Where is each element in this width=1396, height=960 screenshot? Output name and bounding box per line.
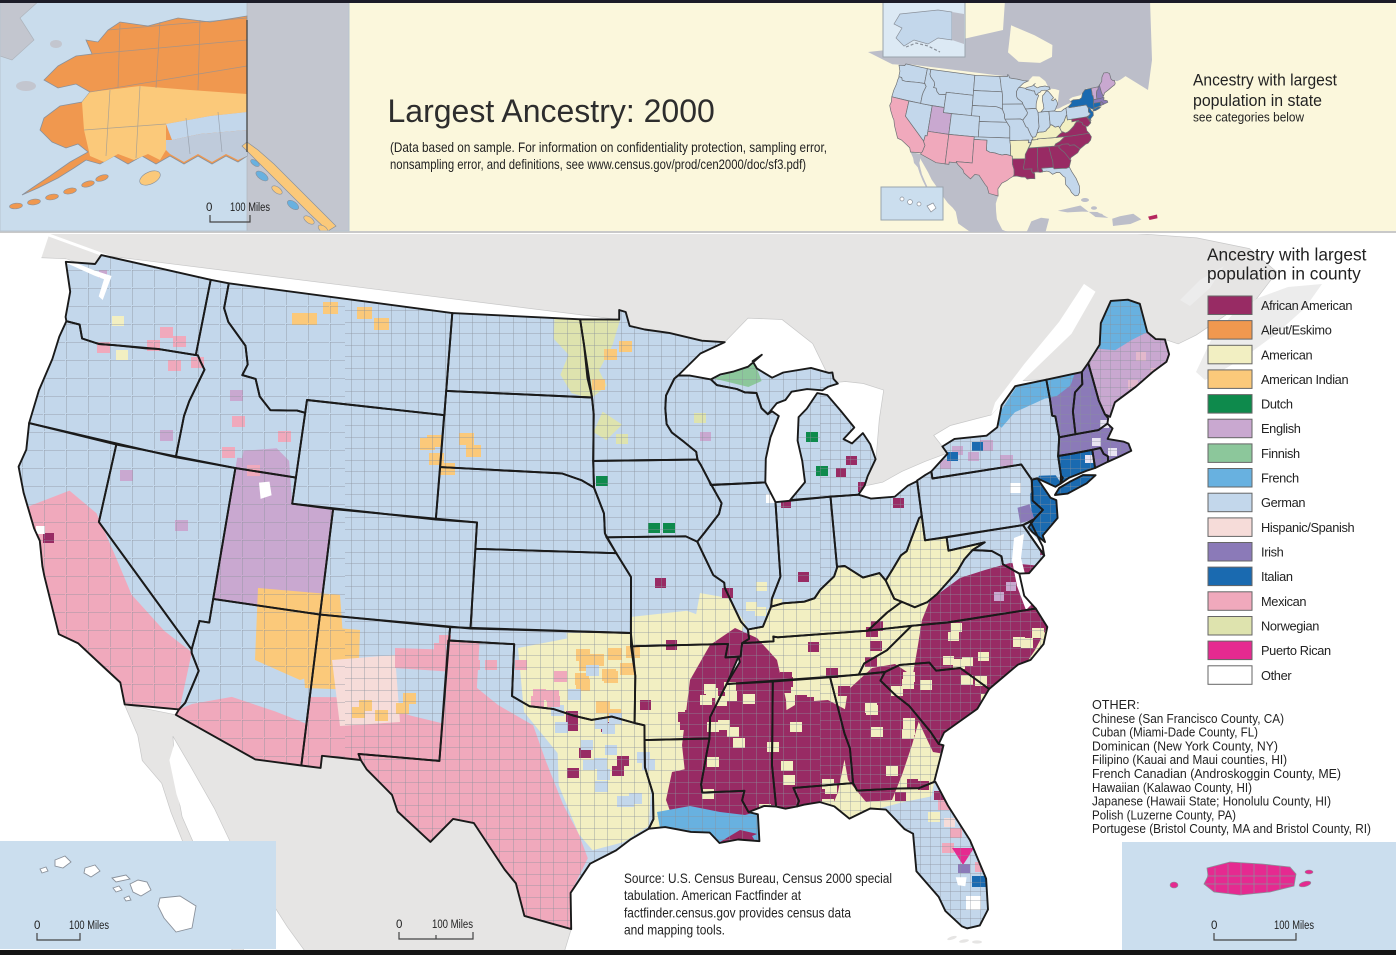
svg-text:English: English (1261, 421, 1301, 436)
svg-text:Other: Other (1261, 668, 1292, 683)
svg-text:(Data based on sample. For inf: (Data based on sample. For information o… (390, 139, 827, 155)
svg-text:0: 0 (396, 919, 402, 931)
svg-text:Hispanic/Spanish: Hispanic/Spanish (1261, 520, 1355, 535)
svg-text:German: German (1261, 495, 1305, 510)
svg-text:population in state: population in state (1193, 92, 1322, 110)
svg-text:French: French (1261, 471, 1299, 486)
svg-text:Italian: Italian (1261, 569, 1293, 584)
svg-text:0: 0 (206, 202, 212, 214)
svg-text:Finnish: Finnish (1261, 446, 1300, 461)
svg-text:100 Miles: 100 Miles (69, 920, 109, 932)
svg-text:Hawaiian (Kalawao County, HI): Hawaiian (Kalawao County, HI) (1092, 781, 1252, 795)
svg-text:Mexican: Mexican (1261, 594, 1306, 609)
svg-text:Largest Ancestry: 2000: Largest Ancestry: 2000 (388, 93, 715, 129)
svg-text:Cuban (Miami-Dade County, FL): Cuban (Miami-Dade County, FL) (1092, 726, 1258, 740)
svg-text:Portugese (Bristol County, MA: Portugese (Bristol County, MA and Bristo… (1092, 822, 1371, 836)
svg-text:100 Miles: 100 Miles (230, 202, 270, 214)
svg-text:Ancestry with largest: Ancestry with largest (1193, 72, 1337, 90)
svg-text:100 Miles: 100 Miles (432, 919, 473, 931)
svg-text:Dominican (New York County, NY: Dominican (New York County, NY) (1092, 739, 1278, 753)
svg-text:and mapping tools.: and mapping tools. (624, 922, 725, 938)
svg-text:French Canadian (Androskoggin: French Canadian (Androskoggin County, ME… (1092, 767, 1341, 781)
svg-text:OTHER:: OTHER: (1092, 698, 1140, 712)
svg-text:Dutch: Dutch (1261, 397, 1293, 412)
svg-text:population in county: population in county (1207, 264, 1361, 284)
svg-text:factfinder.census.gov provides: factfinder.census.gov provides census da… (624, 904, 851, 920)
svg-text:see categories below: see categories below (1193, 110, 1305, 125)
svg-text:Irish: Irish (1261, 545, 1284, 560)
svg-text:100 Miles: 100 Miles (1274, 920, 1314, 932)
svg-text:Aleut/Eskimo: Aleut/Eskimo (1261, 323, 1332, 338)
svg-text:American: American (1261, 347, 1312, 362)
svg-text:Source: U.S. Census Bureau, Ce: Source: U.S. Census Bureau, Census 2000 … (624, 870, 892, 886)
svg-text:Norwegian: Norwegian (1261, 619, 1319, 634)
svg-text:Japanese (Hawaii State; Honolu: Japanese (Hawaii State; Honolulu County,… (1092, 795, 1331, 809)
svg-text:0: 0 (34, 920, 40, 932)
svg-text:American Indian: American Indian (1261, 372, 1348, 387)
svg-text:Puerto Rican: Puerto Rican (1261, 643, 1331, 658)
svg-text:0: 0 (1211, 920, 1217, 932)
svg-text:tabulation. American Factfinde: tabulation. American Factfinder at (624, 887, 801, 903)
svg-text:Chinese (San Francisco County,: Chinese (San Francisco County, CA) (1092, 712, 1284, 726)
svg-text:Polish (Luzerne County, PA): Polish (Luzerne County, PA) (1092, 808, 1236, 822)
svg-text:African American: African American (1261, 298, 1352, 313)
svg-text:Ancestry with largest: Ancestry with largest (1207, 245, 1367, 265)
svg-text:nonsampling error, and definit: nonsampling error, and definitions, see … (390, 156, 806, 172)
svg-text:Filipino (Kauai and Maui count: Filipino (Kauai and Maui counties, HI) (1092, 753, 1287, 767)
